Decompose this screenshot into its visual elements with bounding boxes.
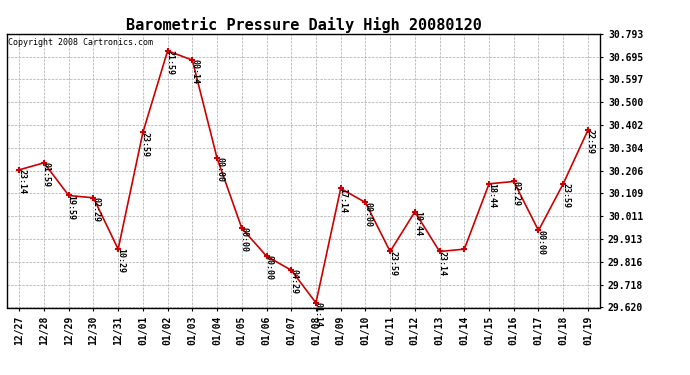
Text: 00:00: 00:00 <box>264 255 273 280</box>
Text: 18:44: 18:44 <box>487 183 496 208</box>
Text: 01:59: 01:59 <box>42 162 51 187</box>
Text: 23:14: 23:14 <box>17 169 26 194</box>
Title: Barometric Pressure Daily High 20080120: Barometric Pressure Daily High 20080120 <box>126 16 482 33</box>
Text: 21:59: 21:59 <box>166 50 175 75</box>
Text: 02:29: 02:29 <box>91 197 101 222</box>
Text: 23:14: 23:14 <box>437 251 446 276</box>
Text: 10:29: 10:29 <box>116 249 125 273</box>
Text: 00:00: 00:00 <box>364 202 373 227</box>
Text: 22:59: 22:59 <box>586 129 595 154</box>
Text: 01:14: 01:14 <box>314 302 323 327</box>
Text: 17:14: 17:14 <box>339 188 348 213</box>
Text: Copyright 2008 Cartronics.com: Copyright 2008 Cartronics.com <box>8 38 153 47</box>
Text: 19:59: 19:59 <box>67 195 76 220</box>
Text: 23:59: 23:59 <box>388 251 397 276</box>
Text: 00:14: 00:14 <box>190 59 199 84</box>
Text: 00:00: 00:00 <box>536 230 546 255</box>
Text: 02:29: 02:29 <box>512 181 521 206</box>
Text: 00:00: 00:00 <box>215 158 224 183</box>
Text: 23:59: 23:59 <box>561 183 570 208</box>
Text: 23:59: 23:59 <box>141 132 150 157</box>
Text: 04:29: 04:29 <box>289 270 298 294</box>
Text: 00:00: 00:00 <box>239 228 249 252</box>
Text: 10:44: 10:44 <box>413 211 422 236</box>
